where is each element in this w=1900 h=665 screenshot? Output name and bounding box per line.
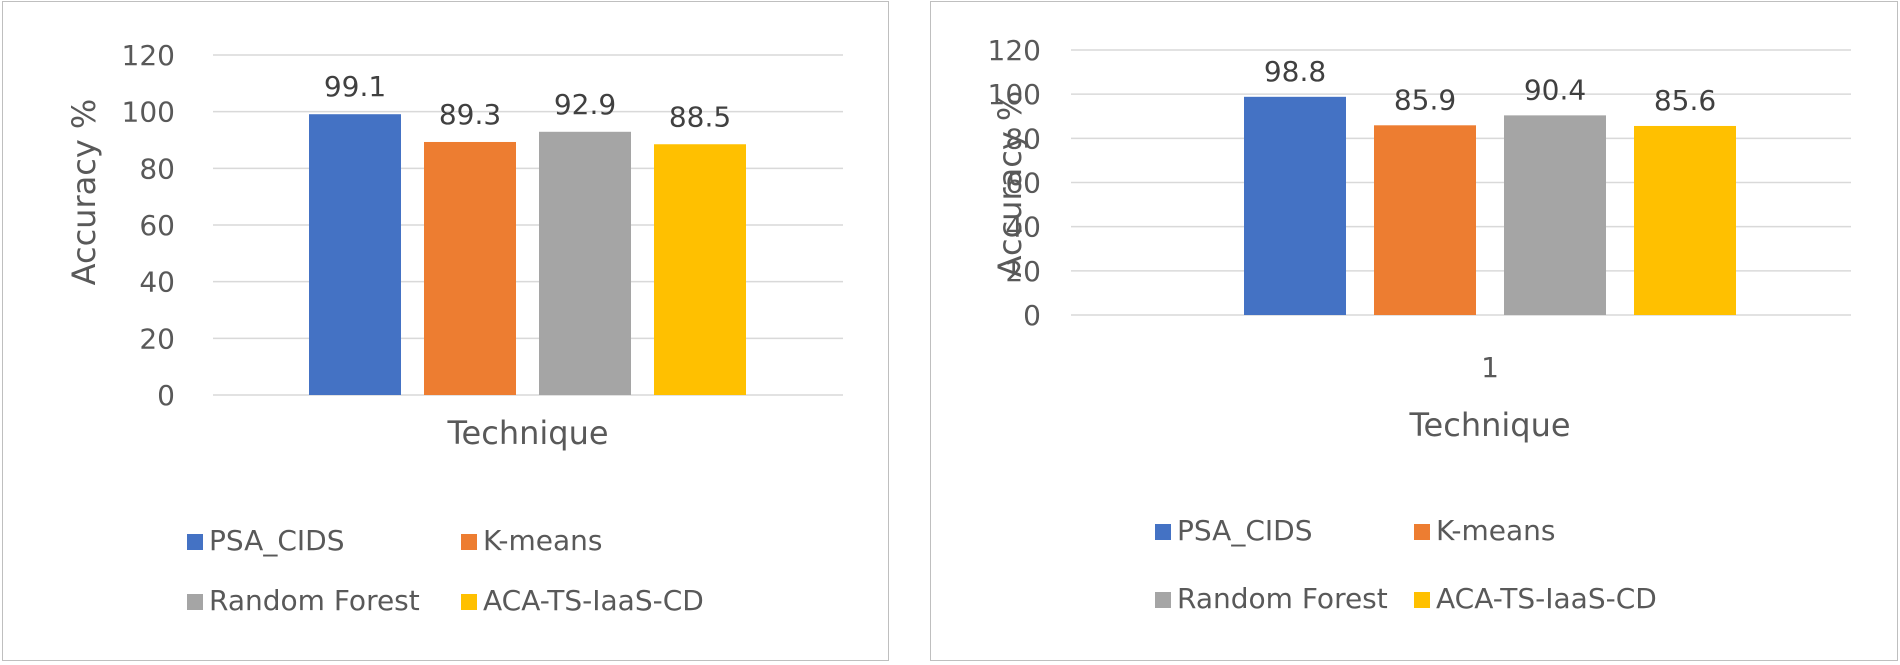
legend-swatch — [1155, 592, 1171, 608]
chart-right: 0 20 40 60 80 100 120 98.8 85.9 90.4 85.6 Accurac… — [988, 34, 1851, 615]
legend-swatch — [187, 534, 203, 550]
bar-random-forest — [539, 131, 631, 396]
y-tick-label: 100 — [988, 78, 1041, 111]
y-tick-label: 40 — [1005, 211, 1041, 244]
x-axis-title: Technique — [446, 414, 608, 452]
y-tick-label: 20 — [139, 322, 175, 355]
x-tick-label: 1 — [1481, 351, 1499, 384]
legend-item: PSA_CIDS — [187, 524, 344, 557]
legend-label: PSA_CIDS — [1177, 514, 1312, 547]
legend-item: ACA-TS-IaaS-CD — [1414, 582, 1657, 615]
y-axis-title: Accuracy % — [991, 91, 1029, 278]
legend: PSA_CIDS K-means Random Forest ACA-TS-IaaS-… — [1155, 514, 1657, 615]
gridlines — [213, 54, 843, 396]
bar-psa-cids — [1244, 96, 1346, 315]
bar-aca-ts-iaas-cd — [654, 144, 746, 395]
chart-left: 0 20 40 60 80 100 120 99.1 89.3 92.9 88.5 Accurac… — [65, 39, 843, 617]
legend-item: Random Forest — [187, 584, 420, 617]
data-label: 92.9 — [554, 88, 616, 121]
legend-swatch — [1414, 592, 1430, 608]
data-label: 90.4 — [1524, 73, 1586, 106]
legend-item: ACA-TS-IaaS-CD — [461, 584, 704, 617]
data-labels: 99.1 89.3 92.9 88.5 — [324, 70, 731, 133]
legend-label: Random Forest — [209, 584, 420, 617]
legend-item: PSA_CIDS — [1155, 514, 1312, 547]
legend-label: ACA-TS-IaaS-CD — [1436, 582, 1657, 615]
legend-item: Random Forest — [1155, 582, 1388, 615]
y-tick-label: 120 — [122, 39, 175, 72]
y-tick-label: 80 — [139, 152, 175, 185]
bar-aca-ts-iaas-cd — [1634, 125, 1736, 315]
y-tick-label: 20 — [1005, 255, 1041, 288]
y-tick-label: 40 — [139, 266, 175, 299]
data-label: 98.8 — [1264, 55, 1326, 88]
y-tick-label: 80 — [1005, 122, 1041, 155]
legend-label: Random Forest — [1177, 582, 1388, 615]
data-label: 88.5 — [669, 100, 731, 133]
bar-psa-cids — [309, 114, 401, 395]
legend-item: K-means — [1414, 514, 1556, 547]
legend-swatch — [187, 594, 203, 610]
y-tick-label: 0 — [157, 379, 175, 412]
legend-swatch — [1414, 524, 1430, 540]
legend: PSA_CIDS K-means Random Forest ACA-TS-IaaS-… — [187, 524, 704, 617]
y-axis-title: Accuracy % — [65, 99, 103, 286]
y-tick-labels: 0 20 40 60 80 100 120 — [122, 39, 175, 412]
x-axis-title: Technique — [1408, 406, 1570, 444]
y-tick-label: 60 — [139, 209, 175, 242]
data-label: 85.6 — [1654, 84, 1716, 117]
legend-label: PSA_CIDS — [209, 524, 344, 557]
legend-label: ACA-TS-IaaS-CD — [483, 584, 704, 617]
data-label: 89.3 — [439, 98, 501, 131]
bar-k-means — [1374, 125, 1476, 315]
bars — [309, 114, 746, 396]
chart-panel-right: 0 20 40 60 80 100 120 98.8 85.9 90.4 85.6 Accurac… — [930, 1, 1898, 661]
legend-swatch — [461, 534, 477, 550]
y-tick-label: 100 — [122, 96, 175, 129]
bars — [1244, 96, 1736, 315]
legend-label: K-means — [1436, 514, 1556, 547]
data-labels: 98.8 85.9 90.4 85.6 — [1264, 55, 1716, 117]
y-tick-label: 0 — [1023, 299, 1041, 332]
legend-item: K-means — [461, 524, 603, 557]
y-tick-label: 60 — [1005, 167, 1041, 200]
bar-k-means — [424, 141, 516, 395]
y-tick-labels: 0 20 40 60 80 100 120 — [988, 34, 1041, 332]
legend-swatch — [1155, 524, 1171, 540]
chart-panel-left: 0 20 40 60 80 100 120 99.1 89.3 92.9 88.5 Accurac… — [2, 1, 889, 661]
data-label: 99.1 — [324, 70, 386, 103]
data-label: 85.9 — [1394, 83, 1456, 116]
legend-swatch — [461, 594, 477, 610]
bar-random-forest — [1504, 115, 1606, 315]
y-tick-label: 120 — [988, 34, 1041, 67]
legend-label: K-means — [483, 524, 603, 557]
